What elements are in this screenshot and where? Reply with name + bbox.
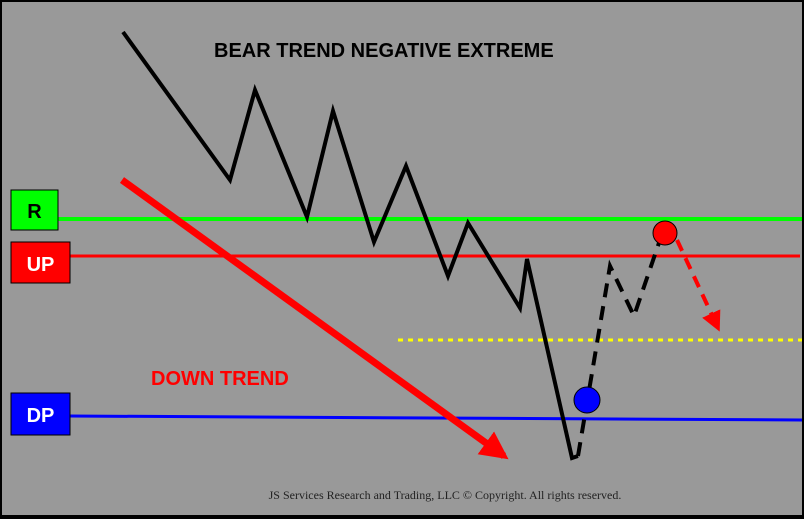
buy-point-marker bbox=[573, 386, 601, 414]
diagram-title: BEAR TREND NEGATIVE EXTREME bbox=[214, 40, 554, 62]
down-trend-arrow bbox=[119, 177, 509, 460]
projection-arrow bbox=[675, 239, 721, 332]
dp-line bbox=[69, 414, 802, 422]
down-trend-label: DOWN TREND bbox=[151, 368, 289, 390]
resistance-label-box: R bbox=[10, 189, 59, 231]
copyright-text: JS Services Research and Trading, LLC © … bbox=[269, 488, 622, 502]
up-label: UP bbox=[27, 254, 55, 276]
sell-point-marker bbox=[652, 220, 678, 246]
price-path bbox=[121, 30, 579, 461]
dp-label-box: DP bbox=[10, 392, 71, 436]
dp-label: DP bbox=[27, 405, 55, 427]
resistance-label: R bbox=[27, 201, 42, 223]
projected-path bbox=[576, 233, 664, 457]
up-label-box: UP bbox=[10, 241, 71, 284]
